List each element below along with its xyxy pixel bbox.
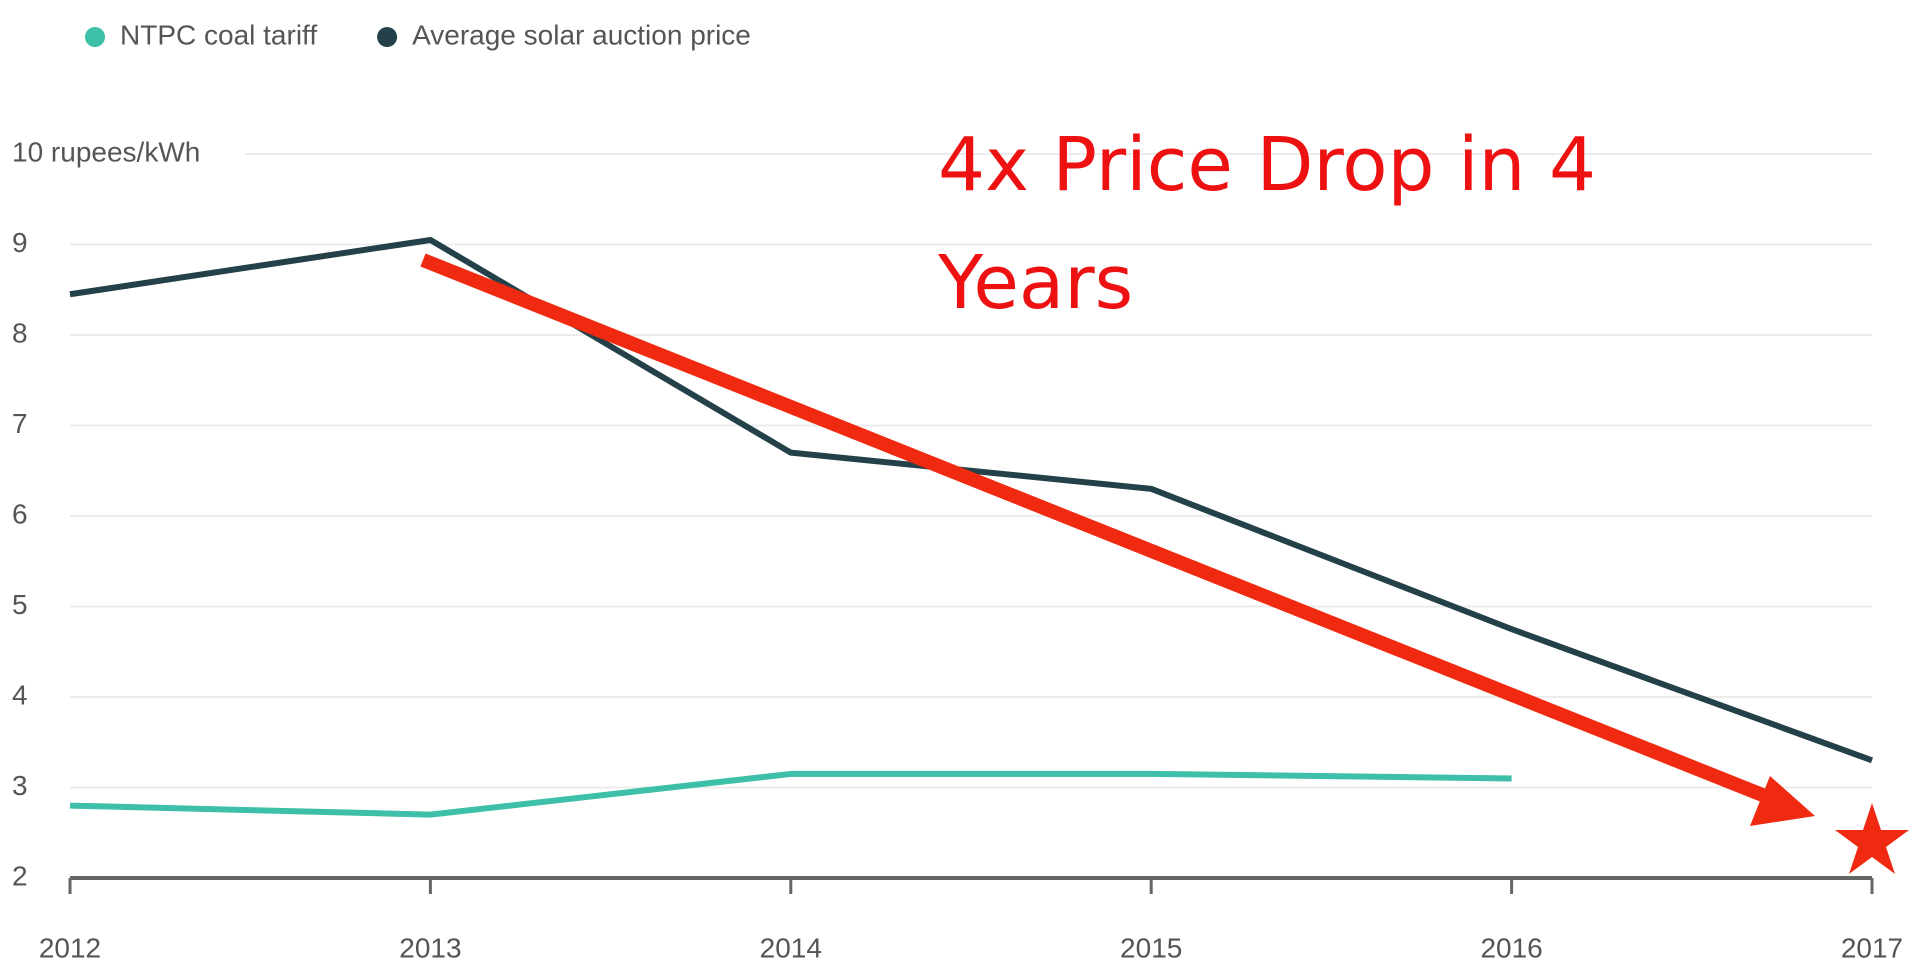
annotation-arrowhead xyxy=(1750,776,1815,826)
y-tick-label: 10 rupees/kWh xyxy=(12,136,200,167)
annotation-star xyxy=(1835,803,1909,874)
y-tick-label: 4 xyxy=(12,679,28,710)
annotation: 4x Price Drop in 4 Years xyxy=(937,122,1596,326)
x-tick-label: 2013 xyxy=(399,932,461,963)
y-tick-label: 9 xyxy=(12,227,28,258)
x-tick-label: 2012 xyxy=(39,932,101,963)
annotation-line: 4x Price Drop in 4 xyxy=(938,122,1596,208)
y-tick-label: 3 xyxy=(12,770,28,801)
y-tick-label: 6 xyxy=(12,498,28,529)
legend-marker xyxy=(377,27,398,47)
y-tick-label: 7 xyxy=(12,408,28,439)
series-line xyxy=(69,236,1874,764)
y-tick-label: 2 xyxy=(12,860,28,891)
x-tick-label: 2014 xyxy=(760,932,822,963)
annotation-line: Years xyxy=(937,240,1133,326)
legend-label: NTPC coal tariff xyxy=(120,19,317,50)
x-tick-label: 2015 xyxy=(1120,932,1182,963)
y-tick-label: 5 xyxy=(12,589,28,620)
legend: NTPC coal tariff Average solar auction pr… xyxy=(85,19,751,50)
legend-marker xyxy=(85,27,105,47)
plot-area: 2 3 4 5 6 7 8 9 10 rupees/kWh 2012 2013 2014 2015 201… xyxy=(12,136,1903,963)
series-line xyxy=(69,770,1512,818)
x-tick-label: 2017 xyxy=(1841,932,1903,963)
x-tick-label: 2016 xyxy=(1480,932,1542,963)
annotation-arrow xyxy=(420,253,1778,807)
legend-label: Average solar auction price xyxy=(412,19,751,50)
y-tick-label: 8 xyxy=(12,317,28,348)
